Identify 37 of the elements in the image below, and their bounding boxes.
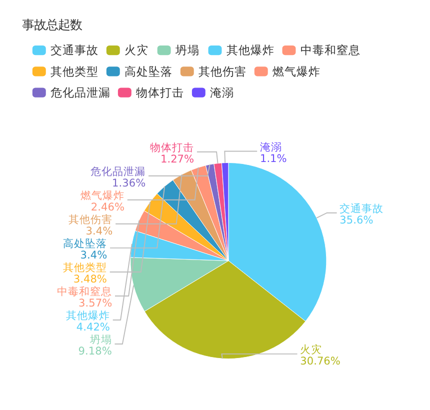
legend-label: 火灾 (124, 43, 149, 58)
slice-label: 其他爆炸 (66, 309, 110, 322)
slice-label: 其他类型 (62, 260, 107, 274)
data-label: 30.76% (300, 356, 340, 368)
data-label: 3.4% (80, 250, 108, 262)
slice-label: 中毒和窒息 (57, 285, 112, 298)
data-label: 2.46% (90, 201, 124, 214)
legend-label: 其他爆炸 (226, 43, 275, 58)
data-label: 1.27% (160, 153, 194, 166)
legend-label: 其他类型 (50, 64, 99, 78)
legend-label: 燃气爆炸 (272, 64, 321, 78)
data-label: 9.18% (78, 346, 112, 358)
legend-label: 交通事故 (50, 43, 99, 58)
slice-label: 其他伤害 (68, 212, 113, 226)
slice-label: 火灾 (300, 342, 322, 356)
legend-label: 危化品泄漏 (50, 85, 111, 100)
chart-title: 事故总起数 (22, 17, 82, 32)
legend-label: 中毒和窒息 (300, 43, 361, 58)
legend-label: 物体打击 (136, 85, 184, 100)
legend-label: 淹溺 (210, 85, 234, 100)
slice-label: 交通事故 (340, 202, 384, 215)
slice-label: 淹溺 (260, 141, 282, 154)
data-label: 35.6% (340, 214, 374, 226)
slice-label: 燃气爆炸 (80, 190, 124, 202)
slice-label: 高处坠落 (63, 236, 108, 250)
legend-label: 坍塌 (174, 43, 200, 58)
data-label: 3.57% (78, 298, 112, 310)
data-label: 1.36% (112, 177, 146, 190)
slice-label: 危化品泄漏 (90, 164, 146, 178)
legend-label: 高处坠落 (124, 64, 173, 78)
legend-label: 其他伤害 (198, 64, 247, 78)
slice-label: 坍塌 (88, 334, 112, 346)
data-label: 4.42% (76, 322, 110, 334)
slice-label: 物体打击 (150, 140, 194, 154)
data-label: 1.1% (260, 152, 287, 165)
data-label: 3.4% (86, 225, 113, 238)
data-label: 3.48% (73, 274, 107, 286)
